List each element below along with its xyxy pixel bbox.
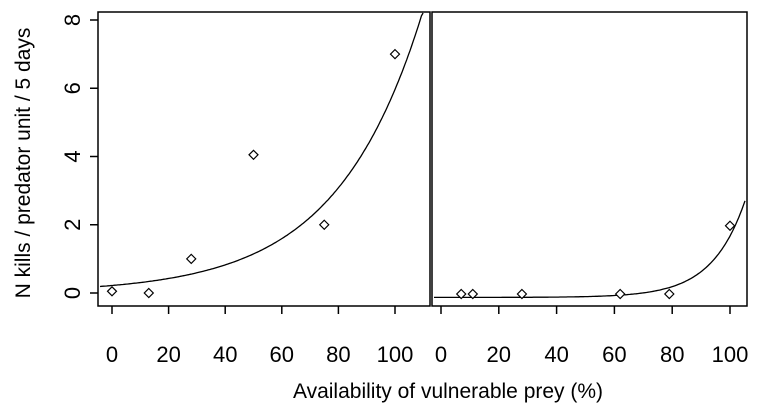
right-data-point (467, 288, 479, 300)
y-tick-label: 8 (60, 14, 85, 26)
left-data-point (143, 287, 155, 299)
left-data-point (318, 219, 330, 231)
left-fit-curve-group (99, 12, 424, 288)
y-tick-label: 6 (60, 82, 85, 94)
left-panel: 0 2 4 6 8 0 20 40 60 80 100 (60, 11, 431, 367)
left-x-tick-label: 40 (213, 342, 237, 367)
left-x-tick-label: 100 (377, 342, 414, 367)
right-data-point (516, 288, 528, 300)
y-tick-label: 4 (60, 150, 85, 162)
right-data-point (614, 288, 626, 300)
left-plot-frame (97, 11, 431, 307)
right-x-tick-label: 40 (544, 342, 568, 367)
right-fit-curve-group (434, 200, 746, 299)
left-data-point (248, 149, 259, 161)
left-x-axis: 0 20 40 60 80 100 (106, 306, 413, 367)
right-x-tick-label: 100 (712, 342, 749, 367)
right-x-axis: 0 20 40 60 80 100 (435, 306, 748, 367)
right-data-point (724, 220, 736, 232)
right-data-point (455, 288, 467, 300)
right-points-group (455, 220, 736, 300)
left-x-tick-label: 80 (326, 342, 350, 367)
y-tick-label: 0 (60, 287, 85, 299)
left-data-point (389, 48, 401, 60)
right-fit-curve (434, 200, 746, 299)
right-plot-frame (431, 11, 748, 307)
right-x-tick-label: 20 (487, 342, 511, 367)
x-axis-title: Availability of vulnerable prey (%) (293, 380, 603, 403)
left-data-point (185, 253, 197, 265)
y-tick-label: 2 (60, 219, 85, 231)
left-fit-curve (99, 12, 424, 288)
right-data-point (663, 288, 675, 300)
left-y-axis: 0 2 4 6 8 (60, 14, 98, 299)
right-x-tick-label: 80 (660, 342, 684, 367)
right-panel: 0 20 40 60 80 100 (431, 11, 748, 367)
left-x-tick-label: 0 (106, 342, 118, 367)
left-x-tick-label: 20 (156, 342, 180, 367)
y-axis-title: N kills / predator unit / 5 days (12, 28, 35, 299)
left-points-group (106, 48, 401, 299)
left-x-tick-label: 60 (270, 342, 294, 367)
right-x-tick-label: 0 (435, 342, 447, 367)
right-x-tick-label: 60 (602, 342, 626, 367)
left-data-point (106, 285, 118, 297)
